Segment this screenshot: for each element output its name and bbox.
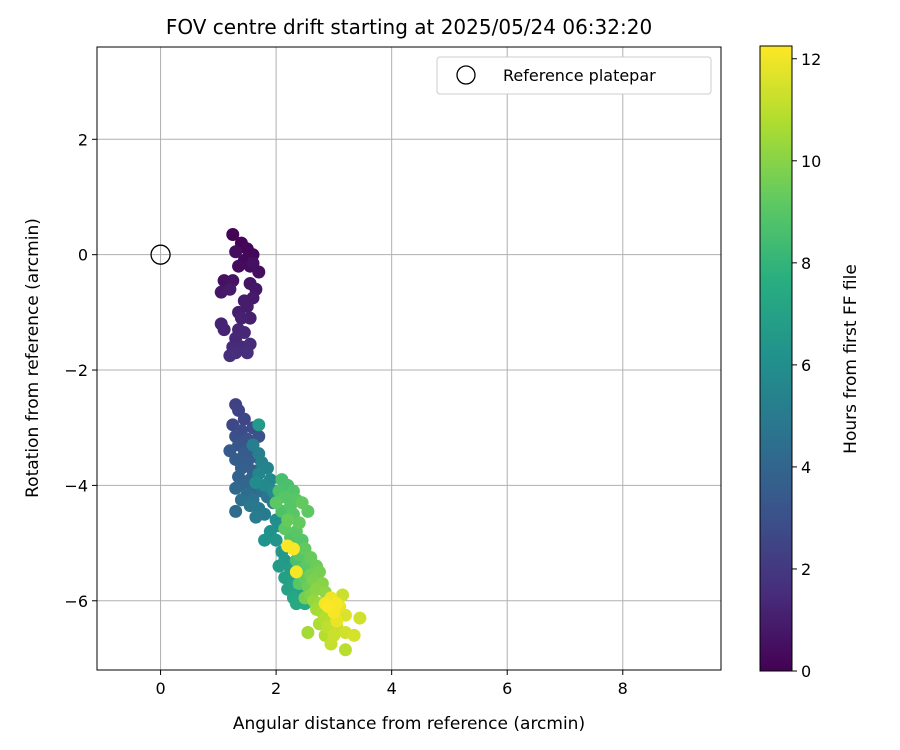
data-point bbox=[338, 643, 352, 657]
x-tick-label: 2 bbox=[271, 679, 281, 698]
data-point bbox=[217, 323, 231, 337]
colorbar-label: Hours from first FF file bbox=[841, 264, 861, 454]
x-tick-label: 0 bbox=[155, 679, 165, 698]
data-point bbox=[240, 346, 254, 360]
data-point bbox=[234, 311, 248, 325]
colorbar-tick-label: 8 bbox=[801, 254, 811, 273]
x-tick-label: 6 bbox=[502, 679, 512, 698]
colorbar-tick-label: 12 bbox=[801, 50, 821, 69]
data-point bbox=[295, 496, 309, 510]
data-point bbox=[292, 516, 306, 530]
colorbar-ticks: 0 2 4 6 8 10 12 bbox=[792, 50, 821, 681]
data-point bbox=[223, 349, 237, 363]
legend-label: Reference platepar bbox=[503, 66, 656, 85]
data-point bbox=[301, 626, 315, 640]
colorbar: 0 2 4 6 8 10 12 Hours from first FF file bbox=[759, 45, 861, 681]
grid-lines bbox=[97, 47, 721, 670]
y-tick-label: −2 bbox=[64, 361, 88, 380]
y-axis-ticks: 2 0 −2 −4 −6 bbox=[64, 130, 97, 611]
colorbar-tick-label: 10 bbox=[801, 152, 821, 171]
y-tick-label: −6 bbox=[64, 592, 88, 611]
data-point bbox=[321, 600, 335, 614]
data-point bbox=[281, 513, 295, 527]
data-point bbox=[249, 476, 263, 490]
y-tick-label: −4 bbox=[64, 476, 88, 495]
data-point bbox=[226, 227, 240, 241]
data-point bbox=[232, 259, 246, 273]
y-axis-label: Rotation from reference (arcmin) bbox=[23, 218, 43, 498]
data-point bbox=[252, 418, 266, 432]
legend: Reference platepar bbox=[436, 56, 712, 95]
data-point bbox=[269, 533, 283, 547]
x-tick-label: 8 bbox=[618, 679, 628, 698]
x-axis-label: Angular distance from reference (arcmin) bbox=[233, 714, 585, 734]
data-point bbox=[286, 542, 300, 556]
colorbar-gradient bbox=[759, 45, 793, 672]
data-point bbox=[229, 245, 243, 259]
legend-box bbox=[436, 56, 712, 95]
plot-frame bbox=[96, 46, 722, 671]
data-point bbox=[269, 496, 283, 510]
colorbar-tick-label: 0 bbox=[801, 662, 811, 681]
data-point bbox=[327, 628, 341, 642]
data-point bbox=[249, 510, 263, 524]
colorbar-tick-label: 2 bbox=[801, 560, 811, 579]
data-point bbox=[229, 504, 243, 518]
data-point bbox=[246, 256, 260, 270]
y-tick-label: 2 bbox=[78, 130, 88, 149]
data-point bbox=[223, 282, 237, 296]
y-tick-label: 0 bbox=[78, 246, 88, 265]
data-point bbox=[289, 565, 303, 579]
data-point bbox=[353, 611, 367, 625]
data-point bbox=[237, 412, 251, 426]
colorbar-tick-label: 6 bbox=[801, 356, 811, 375]
data-point bbox=[272, 559, 286, 573]
data-point bbox=[347, 628, 361, 642]
data-point bbox=[229, 481, 243, 495]
colorbar-tick-label: 4 bbox=[801, 458, 811, 477]
data-points bbox=[214, 227, 367, 657]
chart-title: FOV centre drift starting at 2025/05/24 … bbox=[166, 15, 652, 39]
reference-marker-layer bbox=[150, 244, 171, 265]
data-point bbox=[258, 533, 272, 547]
legend-reference-marker bbox=[456, 65, 476, 85]
x-axis-ticks: 0 2 4 6 8 bbox=[155, 670, 628, 698]
x-tick-label: 4 bbox=[387, 679, 397, 698]
reference-marker bbox=[150, 244, 171, 265]
